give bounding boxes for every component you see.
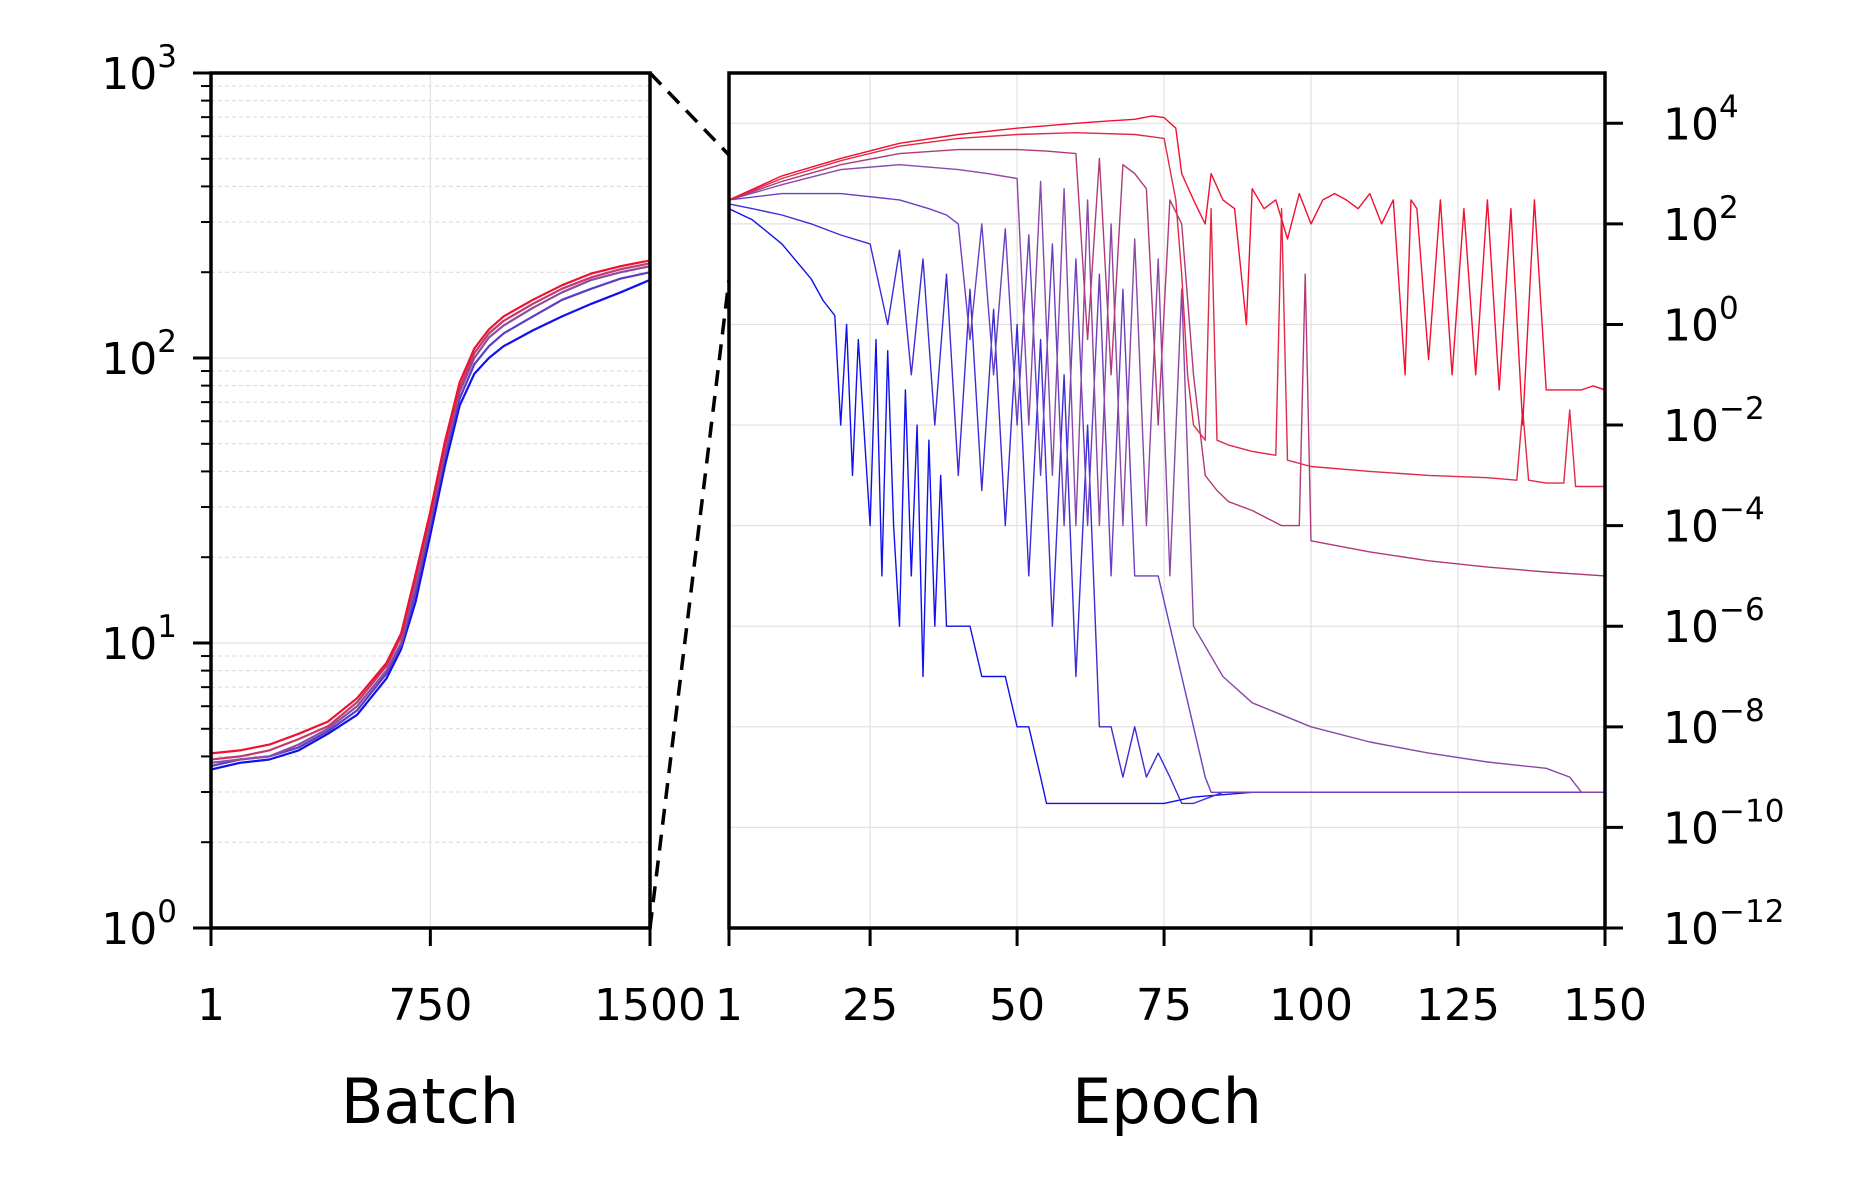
- right-y-tick-label: 104: [1663, 89, 1739, 150]
- left-series-group: [211, 259, 650, 771]
- right-series-line: [729, 115, 1605, 426]
- left-series-line: [211, 278, 650, 771]
- left-y-tick-label: 102: [101, 324, 177, 385]
- left-y-tick-label: 101: [101, 609, 177, 670]
- right-y-tick-label: 10−6: [1663, 592, 1765, 653]
- left-y-tick-label: 100: [101, 894, 177, 955]
- right-x-tick-label: 25: [842, 980, 898, 1031]
- right-series-line: [729, 192, 1605, 793]
- left-x-tick-label: 1: [197, 980, 225, 1031]
- right-y-tick-label: 10−4: [1663, 492, 1765, 553]
- right-grid: [729, 73, 1605, 928]
- zoom-connector-top: [648, 71, 731, 157]
- right-x-tick-label: 125: [1416, 980, 1500, 1031]
- right-y-tick-label: 102: [1663, 190, 1739, 251]
- right-series-line: [729, 163, 1605, 793]
- right-x-tick-label: 75: [1136, 980, 1192, 1031]
- right-y-tick-label: 10−8: [1663, 693, 1765, 754]
- right-x-axis-title: Epoch: [1072, 1065, 1262, 1138]
- zoom-connector-bottom: [648, 279, 731, 929]
- right-series-line: [729, 148, 1605, 577]
- left-x-tick-label: 750: [388, 980, 472, 1031]
- left-axes: 100 101 102 103 1 750 1500: [101, 39, 706, 1031]
- right-y-tick-label: 10−12: [1663, 894, 1784, 955]
- right-x-tick-label: 1: [715, 980, 743, 1031]
- right-series-line: [729, 131, 1605, 488]
- right-y-tick-label: 10−10: [1663, 793, 1784, 854]
- left-series-line: [211, 259, 650, 755]
- left-grid: [211, 72, 650, 929]
- right-y-tick-label: 100: [1663, 290, 1739, 351]
- right-x-tick-label: 100: [1269, 980, 1353, 1031]
- right-x-tick-label: 50: [989, 980, 1045, 1031]
- left-x-tick-label: 1500: [594, 980, 706, 1031]
- right-plot-frame: [727, 71, 1607, 930]
- right-x-tick-label: 150: [1563, 980, 1647, 1031]
- right-series-line: [729, 208, 1605, 805]
- right-y-tick-label: 10−2: [1663, 391, 1765, 452]
- left-x-axis-title: Batch: [341, 1065, 519, 1138]
- left-y-tick-label: 103: [101, 39, 177, 100]
- right-series-group: [729, 115, 1605, 805]
